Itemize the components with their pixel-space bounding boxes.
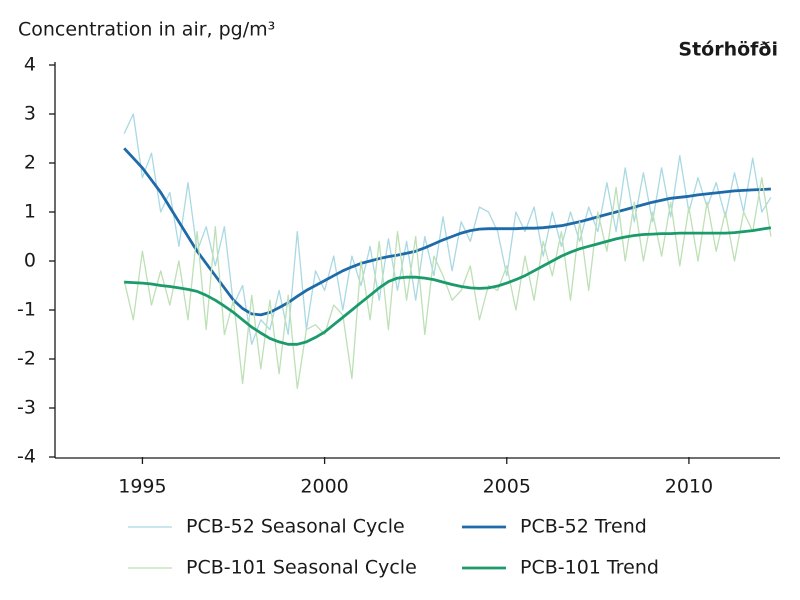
station-label: Stórhöfði xyxy=(678,39,778,61)
series-line xyxy=(123,177,772,390)
y-tick-label: -2 xyxy=(17,348,36,370)
y-tick-label: 3 xyxy=(24,103,36,125)
y-tick-label: -3 xyxy=(17,397,36,419)
series-line xyxy=(124,226,772,346)
y-tick-label: 4 xyxy=(24,54,36,76)
x-tick-label: 1995 xyxy=(118,476,166,498)
y-tick-label: 1 xyxy=(24,201,36,223)
y-axis-label: Concentration in air, pg/m³ xyxy=(18,19,275,41)
legend-label: PCB-101 Seasonal Cycle xyxy=(186,557,417,579)
y-tick-label: -4 xyxy=(17,446,36,468)
legend-label: PCB-52 Trend xyxy=(520,516,647,538)
y-tick-label: 0 xyxy=(24,250,36,272)
y-tick-label: -1 xyxy=(17,299,36,321)
x-tick-label: 2000 xyxy=(300,476,348,498)
y-tick-label: 2 xyxy=(24,152,36,174)
legend-label: PCB-52 Seasonal Cycle xyxy=(186,516,405,538)
x-tick-label: 2010 xyxy=(665,476,713,498)
legend-label: PCB-101 Trend xyxy=(520,557,659,579)
x-tick-label: 2005 xyxy=(483,476,531,498)
series-line xyxy=(123,113,772,345)
series-line xyxy=(123,147,771,317)
